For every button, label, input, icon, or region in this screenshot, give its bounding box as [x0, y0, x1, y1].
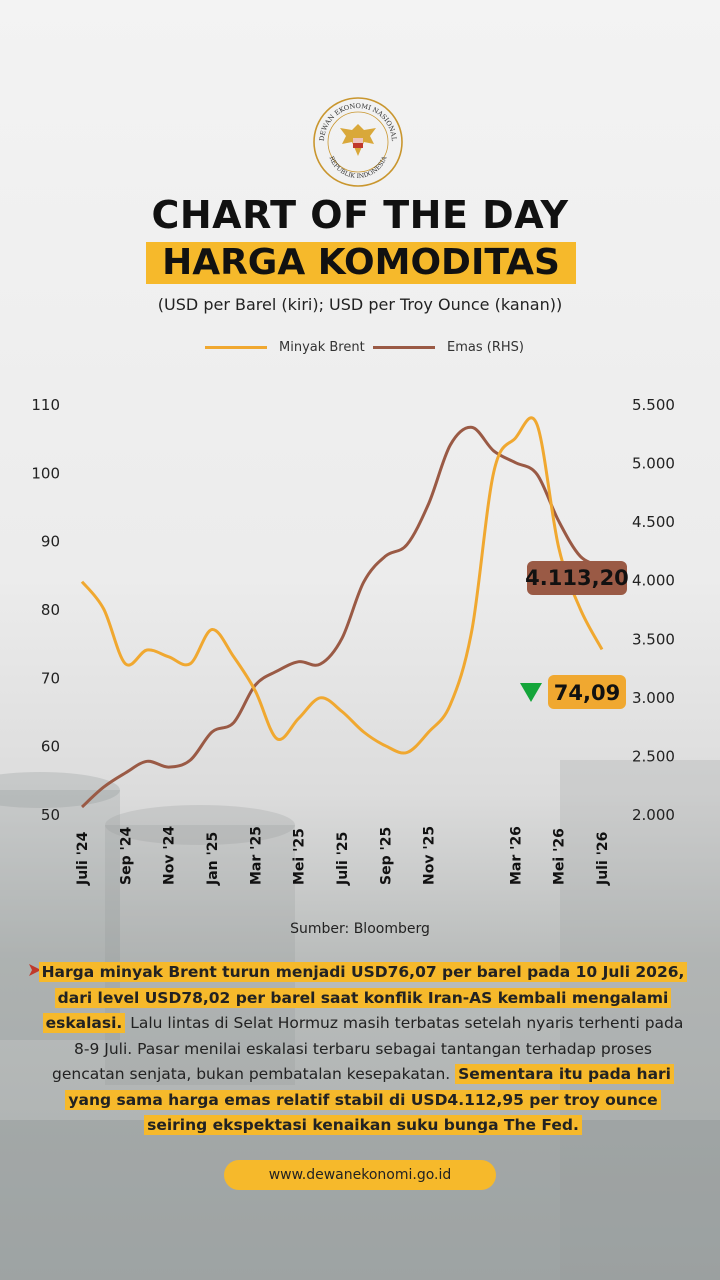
- svg-text:REPUBLIK INDONESIA: REPUBLIK INDONESIA: [328, 155, 389, 180]
- y-right-tick-label: 4.000: [632, 572, 675, 590]
- series-line-gold: [80, 425, 603, 809]
- y-left-tick-label: 100: [31, 464, 60, 482]
- legend-label-brent: Minyak Brent: [279, 340, 365, 355]
- brent-last-value-label: 74,09: [554, 681, 620, 705]
- y-right-tick-label: 5.000: [632, 455, 675, 473]
- x-tick-label: Sep '24: [118, 826, 134, 885]
- x-tick-label: Mar '25: [248, 826, 264, 885]
- legend-item-gold: Emas (RHS): [373, 340, 524, 355]
- commodity-chart: 50 60 70 80 90 100 110 2.000 2.500 3.000 3.500 4.00…: [31, 396, 675, 886]
- y-right-tick-label: 2.500: [632, 747, 675, 765]
- y-left-tick-label: 110: [31, 396, 60, 414]
- legend-swatch-brent: [205, 346, 267, 349]
- series-line-brent: [80, 416, 604, 755]
- brent-last-value-box: [548, 675, 626, 709]
- bullet-arrow-icon: [29, 964, 41, 976]
- background-barrels: [0, 760, 720, 1280]
- commentary-text: Harga minyak Brent turun menjadi USD76,0…: [38, 960, 688, 1139]
- y-right-tick-label: 3.000: [632, 689, 675, 707]
- y-right-tick-label: 2.000: [632, 806, 675, 824]
- x-tick-label: Mar '26: [508, 826, 524, 885]
- chart-legend: Minyak Brent Emas (RHS): [0, 340, 720, 360]
- x-tick-label: Mei '25: [292, 828, 308, 885]
- y-right-tick-label: 4.500: [632, 513, 675, 531]
- website-link[interactable]: www.dewanekonomi.go.id: [224, 1160, 496, 1190]
- units-subtitle: (USD per Barel (kiri); USD per Troy Ounc…: [157, 295, 563, 314]
- y-right-tick-label: 5.500: [632, 396, 675, 414]
- y-right-tick-label: 3.500: [632, 630, 675, 648]
- commentary-plain: Lalu lintas di Selat Hormuz masih terbat…: [52, 1014, 684, 1083]
- x-tick-label: Mei '26: [552, 828, 568, 885]
- y-left-tick-label: 80: [41, 601, 60, 619]
- x-tick-label: Juli '24: [75, 831, 91, 886]
- y-left-tick-label: 60: [41, 738, 60, 756]
- x-tick-label: Nov '25: [422, 826, 438, 885]
- y-left-tick-label: 50: [41, 806, 60, 824]
- legend-label-gold: Emas (RHS): [447, 340, 524, 355]
- dewan-ekonomi-logo: DEWAN EKONOMI NASIONAL REPUBLIK INDONESI…: [313, 97, 403, 187]
- x-tick-label: Juli '26: [595, 832, 611, 886]
- page-title: CHART OF THE DAY: [151, 193, 569, 237]
- gold-last-value-box: [527, 561, 627, 595]
- legend-item-brent: Minyak Brent: [205, 340, 365, 355]
- x-tick-label: Jan '25: [205, 832, 221, 886]
- y-left-tick-label: 70: [41, 669, 60, 687]
- x-tick-label: Sep '25: [378, 827, 394, 885]
- x-tick-label: Nov '24: [162, 826, 178, 885]
- down-arrow-icon: [520, 683, 542, 702]
- x-tick-label: Juli '25: [335, 832, 351, 886]
- y-left-tick-label: 90: [41, 533, 60, 551]
- source-note: Sumber: Bloomberg: [290, 921, 430, 937]
- gold-last-value-label: 4.113,20: [525, 566, 629, 590]
- legend-swatch-gold: [373, 346, 435, 349]
- page-subtitle-highlight: HARGA KOMODITAS: [146, 242, 576, 284]
